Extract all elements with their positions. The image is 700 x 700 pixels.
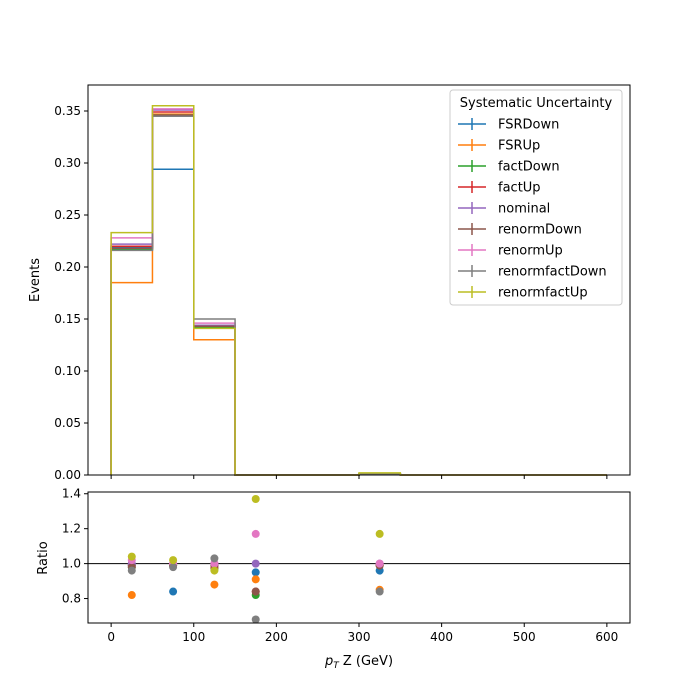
x-tick-label: 600 [595,630,618,644]
ratio-point-renormfactUp [251,494,260,503]
main-y-tick-label: 0.25 [54,208,81,222]
legend-label: FSRUp [498,139,540,154]
ratio-panel: 0.8 1.0 1.2 1.4 0 100 200 300 400 500 600 Ratio [36,487,631,644]
main-panel: 0.00 0.05 0.10 0.15 0.20 0.25 0.30 0.35 Events [28,84,631,482]
ratio-point-renormfactDown [210,554,219,563]
x-tick-label: 0 [107,630,115,644]
main-y-tick-label: 0.00 [54,468,81,482]
ratio-point-renormUp [375,559,384,568]
ratio-y-ticks: 0.8 1.0 1.2 1.4 [62,487,88,606]
x-axis-label-italic: p [324,654,333,669]
legend-entries: FSRDown FSRUp factDown factUp nominal renormD… [458,118,607,301]
legend-entry-renormUp: renormUp [458,244,563,259]
ratio-point-renormfactDown [375,587,384,596]
legend-entry-renormDown: renormDown [458,223,582,238]
legend-label: factUp [498,181,541,196]
main-y-tick-label: 0.15 [54,312,81,326]
x-tick-label: 500 [513,630,536,644]
ratio-y-tick-label: 1.2 [62,522,81,536]
ratio-y-tick-label: 1.4 [62,487,81,501]
main-y-axis-label: Events [28,258,43,302]
ratio-point-renormfactUp [210,566,219,575]
main-y-tick-label: 0.35 [54,104,81,118]
legend-entry-nominal: nominal [458,202,550,217]
ratio-x-ticks: 0 100 200 300 400 500 600 [107,623,618,644]
ratio-y-tick-label: 0.8 [62,592,81,606]
x-axis-label-text: Z (GeV) [339,654,393,669]
main-y-tick-label: 0.10 [54,364,81,378]
legend-entry-FSRDown: FSRDown [458,118,559,133]
legend: Systematic Uncertainty FSRDown FSRUp factD… [449,89,623,306]
legend-title: Systematic Uncertainty [460,96,613,111]
legend-entry-factUp: factUp [458,181,541,196]
legend-label: FSRDown [498,118,559,133]
ratio-point-renormfactUp [127,552,136,561]
ratio-y-tick-label: 1.0 [62,557,81,571]
main-y-tick-label: 0.05 [54,416,81,430]
ratio-point-renormfactDown [251,615,260,624]
ratio-point-FSRDown [251,568,260,577]
ratio-point-renormfactUp [375,529,384,538]
ratio-point-renormfactDown [169,563,178,572]
x-tick-label: 300 [348,630,371,644]
legend-entry-renormfactUp: renormfactUp [458,286,588,301]
main-y-ticks: 0.00 0.05 0.10 0.15 0.20 0.25 0.30 0.35 [54,104,88,482]
legend-label: renormUp [498,244,563,259]
ratio-point-FSRUp [127,591,136,600]
legend-label: renormDown [498,223,582,238]
ratio-point-renormfactDown [127,566,136,575]
legend-label: renormfactUp [498,286,588,301]
legend-entry-FSRUp: FSRUp [458,139,540,154]
x-tick-label: 400 [430,630,453,644]
ratio-point-FSRUp [251,575,260,584]
ratio-point-FSRDown [169,587,178,596]
legend-label: renormfactDown [498,265,607,280]
main-y-tick-label: 0.30 [54,156,81,170]
ratio-point-FSRUp [210,580,219,589]
x-tick-label: 100 [182,630,205,644]
ratio-point-renormfactUp [169,556,178,565]
x-axis-label: pT Z (GeV) [324,654,393,671]
x-tick-label: 200 [265,630,288,644]
legend-label: nominal [498,202,550,217]
ratio-point-renormUp [251,529,260,538]
x-axis-label-subscript: T [333,661,340,671]
ratio-point-nominal [251,559,260,568]
legend-entry-renormfactDown: renormfactDown [458,265,607,280]
ratio-points [127,494,384,624]
legend-box [449,89,623,306]
main-x-ticks [110,475,608,479]
legend-label: factDown [498,160,560,175]
ratio-y-axis-label: Ratio [36,541,51,574]
main-y-tick-label: 0.20 [54,260,81,274]
legend-entry-factDown: factDown [458,160,560,175]
ratio-point-renormDown [251,587,260,596]
